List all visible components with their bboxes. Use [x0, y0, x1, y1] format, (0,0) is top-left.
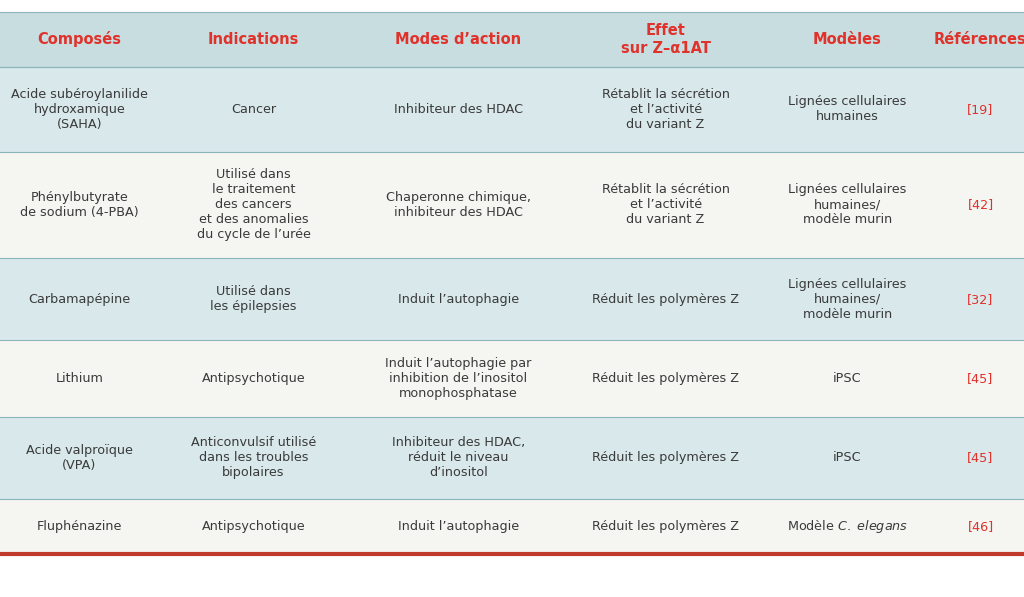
Text: Acide valproïque
(VPA): Acide valproïque (VPA): [26, 444, 133, 472]
Text: [42]: [42]: [968, 198, 993, 211]
Text: Modes d’action: Modes d’action: [395, 32, 521, 47]
Text: Fluphénazine: Fluphénazine: [37, 520, 122, 533]
Text: Utilisé dans
le traitement
des cancers
et des anomalies
du cycle de l’urée: Utilisé dans le traitement des cancers e…: [197, 168, 310, 241]
Bar: [0, 12, 1024, 67]
Text: Antipsychotique: Antipsychotique: [202, 372, 305, 385]
Text: Inhibiteur des HDAC,
réduit le niveau
d’inositol: Inhibiteur des HDAC, réduit le niveau d’…: [391, 436, 525, 479]
Text: Réduit les polymères Z: Réduit les polymères Z: [592, 293, 739, 306]
Text: Carbamapépine: Carbamapépine: [29, 293, 130, 306]
Text: Lignées cellulaires
humaines/
modèle murin: Lignées cellulaires humaines/ modèle mur…: [788, 183, 906, 226]
Text: [19]: [19]: [968, 103, 993, 116]
Text: Rétablit la sécrétion
et l’activité
du variant Z: Rétablit la sécrétion et l’activité du v…: [602, 88, 729, 131]
Text: [45]: [45]: [968, 451, 993, 464]
Text: Cancer: Cancer: [230, 103, 276, 116]
Text: Induit l’autophagie par
inhibition de l’inositol
monophosphatase: Induit l’autophagie par inhibition de l’…: [385, 357, 531, 400]
Text: Utilisé dans
les épilepsies: Utilisé dans les épilepsies: [210, 285, 297, 313]
Text: Anticonvulsif utilisé
dans les troubles
bipolaires: Anticonvulsif utilisé dans les troubles …: [190, 436, 316, 479]
Text: iPSC: iPSC: [834, 451, 861, 464]
Bar: [0, 258, 1024, 340]
Text: Induit l’autophagie: Induit l’autophagie: [397, 293, 519, 306]
Text: Chaperonne chimique,
inhibiteur des HDAC: Chaperonne chimique, inhibiteur des HDAC: [386, 191, 530, 219]
Text: iPSC: iPSC: [834, 372, 861, 385]
Text: Modèles: Modèles: [813, 32, 882, 47]
Bar: [0, 340, 1024, 417]
Text: Effet
sur Z–α1AT: Effet sur Z–α1AT: [621, 23, 711, 56]
Text: Lignées cellulaires
humaines: Lignées cellulaires humaines: [788, 96, 906, 123]
Text: Rétablit la sécrétion
et l’activité
du variant Z: Rétablit la sécrétion et l’activité du v…: [602, 183, 729, 226]
Bar: [0, 152, 1024, 258]
Text: Composés: Composés: [37, 32, 122, 47]
Bar: [0, 499, 1024, 554]
Text: Réduit les polymères Z: Réduit les polymères Z: [592, 520, 739, 533]
Text: Antipsychotique: Antipsychotique: [202, 520, 305, 533]
Text: Inhibiteur des HDAC: Inhibiteur des HDAC: [393, 103, 523, 116]
Text: Réduit les polymères Z: Réduit les polymères Z: [592, 451, 739, 464]
Text: Phénylbutyrate
de sodium (4-PBA): Phénylbutyrate de sodium (4-PBA): [20, 191, 138, 219]
Text: Lignées cellulaires
humaines/
modèle murin: Lignées cellulaires humaines/ modèle mur…: [788, 278, 906, 321]
Text: Induit l’autophagie: Induit l’autophagie: [397, 520, 519, 533]
Text: Lithium: Lithium: [55, 372, 103, 385]
Text: [45]: [45]: [968, 372, 993, 385]
Text: Modèle $\it{C.\ elegans}$: Modèle $\it{C.\ elegans}$: [786, 518, 908, 535]
Bar: [0, 417, 1024, 499]
Text: Réduit les polymères Z: Réduit les polymères Z: [592, 372, 739, 385]
Bar: [0, 67, 1024, 152]
Text: Références: Références: [934, 32, 1024, 47]
Text: [46]: [46]: [968, 520, 993, 533]
Text: Acide subéroylanilide
hydroxamique
(SAHA): Acide subéroylanilide hydroxamique (SAHA…: [11, 88, 147, 131]
Text: Indications: Indications: [208, 32, 299, 47]
Text: [32]: [32]: [968, 293, 993, 306]
